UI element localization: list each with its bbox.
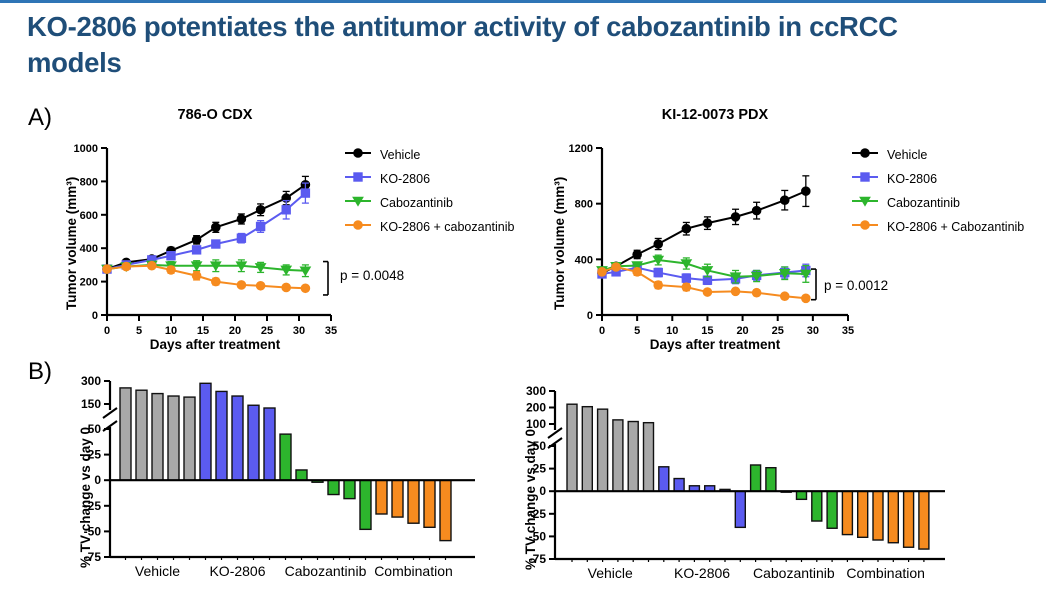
- legend-item-ko2806: KO-2806: [852, 171, 1024, 186]
- svg-text:600: 600: [80, 210, 98, 222]
- svg-text:15: 15: [197, 325, 209, 337]
- svg-text:25: 25: [261, 325, 273, 337]
- svg-text:25: 25: [533, 462, 547, 476]
- svg-text:35: 35: [325, 325, 337, 337]
- svg-text:-50: -50: [529, 529, 547, 543]
- chart-title-ki12: KI-12-0073 PDX: [661, 107, 769, 123]
- svg-text:0: 0: [92, 310, 98, 322]
- legend-item-cabozantinib: Cabozantinib: [852, 195, 1024, 210]
- p-value-ki12: p = 0.0012: [824, 278, 889, 293]
- svg-text:20: 20: [229, 325, 241, 337]
- waterfall-chart-786o: -75 -50 -25 0 25 50 150 300 Vehicle KO-2806 Caboza…: [81, 374, 475, 579]
- waterfall-chart-ki12: -75 -50 -25 0 25 50 100 200 300 Vehicle KO-2806 Cab…: [526, 384, 945, 581]
- y-axis-label-waterfall-786o: % TV change vs day 0: [78, 426, 93, 568]
- svg-text:25: 25: [772, 325, 784, 337]
- svg-text:0: 0: [539, 484, 546, 498]
- svg-text:-25: -25: [529, 507, 547, 521]
- svg-text:25: 25: [88, 448, 102, 462]
- y-axis-label-786o: Tumor volume (mm³): [64, 176, 79, 310]
- legend-786o: Vehicle KO-2806 Cabozantinib KO-2806 + c…: [345, 147, 514, 234]
- svg-text:-75: -75: [84, 550, 102, 564]
- svg-text:20: 20: [736, 325, 748, 337]
- svg-text:150: 150: [81, 397, 101, 411]
- svg-text:1000: 1000: [74, 143, 98, 155]
- svg-text:30: 30: [293, 325, 305, 337]
- cabozantinib-marker-icon: [852, 194, 878, 212]
- vehicle-marker-icon: [852, 146, 878, 164]
- svg-text:10: 10: [666, 325, 678, 337]
- panel-b-label: B): [28, 358, 52, 385]
- svg-text:5: 5: [634, 325, 640, 337]
- svg-text:KO-2806: KO-2806: [209, 563, 265, 579]
- legend-item-combination: KO-2806 + cabozantinib: [345, 219, 514, 234]
- combination-marker-icon: [852, 218, 878, 236]
- x-axis-label-786o: Days after treatment: [149, 337, 281, 352]
- svg-text:200: 200: [80, 277, 98, 289]
- legend-ki12: Vehicle KO-2806 Cabozantinib KO-2806 + C…: [852, 147, 1024, 234]
- legend-item-combination: KO-2806 + Cabozantinib: [852, 219, 1024, 234]
- ko2806-marker-icon: [345, 170, 371, 188]
- combination-marker-icon: [345, 218, 371, 236]
- svg-text:50: 50: [533, 439, 547, 453]
- legend-item-vehicle: Vehicle: [345, 147, 514, 162]
- svg-text:30: 30: [807, 325, 819, 337]
- svg-text:300: 300: [81, 374, 101, 388]
- legend-item-ko2806: KO-2806: [345, 171, 514, 186]
- legend-label: KO-2806 + Cabozantinib: [887, 219, 1025, 234]
- svg-text:Combination: Combination: [846, 565, 925, 581]
- svg-text:0: 0: [94, 473, 101, 487]
- svg-text:KO-2806: KO-2806: [674, 565, 730, 581]
- svg-text:-25: -25: [84, 499, 102, 513]
- svg-text:0: 0: [599, 325, 605, 337]
- y-axis-label-waterfall-ki12: % TV change vs day 0: [523, 428, 538, 570]
- x-axis-label-ki12: Days after treatment: [649, 337, 781, 352]
- svg-text:200: 200: [526, 401, 546, 415]
- ko2806-marker-icon: [852, 170, 878, 188]
- svg-text:Combination: Combination: [374, 563, 453, 579]
- svg-text:800: 800: [575, 199, 593, 211]
- svg-text:1200: 1200: [569, 143, 593, 155]
- svg-text:Cabozantinib: Cabozantinib: [285, 563, 367, 579]
- svg-text:15: 15: [701, 325, 713, 337]
- svg-text:-75: -75: [529, 552, 547, 566]
- p-value-786o: p = 0.0048: [340, 268, 405, 283]
- legend-label: KO-2806: [380, 171, 431, 186]
- tumor-line-chart-786o: 0 200 400 600 800 1000 0 5 10 15 20 25 30 35: [74, 143, 338, 337]
- svg-text:400: 400: [80, 243, 98, 255]
- cabozantinib-marker-icon: [345, 194, 371, 212]
- svg-text:300: 300: [526, 384, 546, 398]
- svg-text:Vehicle: Vehicle: [135, 563, 180, 579]
- svg-text:100: 100: [526, 417, 546, 431]
- svg-text:Vehicle: Vehicle: [588, 565, 633, 581]
- svg-text:Cabozantinib: Cabozantinib: [753, 565, 835, 581]
- svg-text:35: 35: [842, 325, 854, 337]
- top-accent-rule: [0, 0, 1046, 3]
- legend-label: Cabozantinib: [887, 195, 960, 210]
- legend-label: Cabozantinib: [380, 195, 453, 210]
- svg-text:10: 10: [165, 325, 177, 337]
- svg-text:800: 800: [80, 176, 98, 188]
- svg-text:0: 0: [587, 310, 593, 322]
- tumor-line-chart-ki12: 0 400 800 1200 0 5 10 15 20 25 30 35: [569, 143, 855, 337]
- svg-text:-50: -50: [84, 524, 102, 538]
- page-title: KO-2806 potentiates the antitumor activi…: [27, 11, 898, 78]
- legend-label: Vehicle: [887, 147, 928, 162]
- legend-item-vehicle: Vehicle: [852, 147, 1024, 162]
- panel-a-label: A): [28, 104, 52, 131]
- vehicle-marker-icon: [345, 146, 371, 164]
- svg-text:50: 50: [88, 422, 102, 436]
- legend-label: KO-2806 + cabozantinib: [380, 219, 515, 234]
- svg-text:5: 5: [136, 325, 142, 337]
- legend-label: KO-2806: [887, 171, 938, 186]
- legend-label: Vehicle: [380, 147, 421, 162]
- legend-item-cabozantinib: Cabozantinib: [345, 195, 514, 210]
- svg-text:400: 400: [575, 254, 593, 266]
- y-axis-label-ki12: Tumor volume (mm³): [552, 176, 567, 310]
- chart-title-786o: 786-O CDX: [177, 107, 253, 123]
- svg-text:0: 0: [104, 325, 110, 337]
